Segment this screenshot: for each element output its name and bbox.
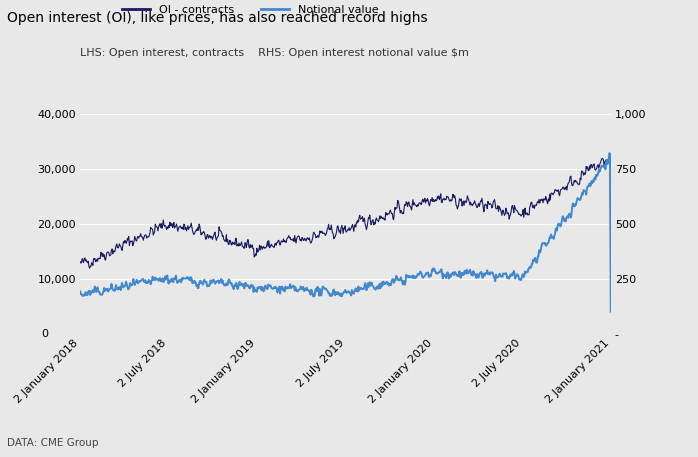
Legend: OI - contracts, Notional value: OI - contracts, Notional value — [117, 0, 383, 19]
Text: 0: 0 — [41, 329, 48, 339]
Text: LHS: Open interest, contracts    RHS: Open interest notional value $m: LHS: Open interest, contracts RHS: Open … — [80, 48, 469, 58]
Text: Open interest (OI), like prices, has also reached record highs: Open interest (OI), like prices, has als… — [7, 11, 428, 26]
Text: DATA: CME Group: DATA: CME Group — [7, 438, 98, 448]
